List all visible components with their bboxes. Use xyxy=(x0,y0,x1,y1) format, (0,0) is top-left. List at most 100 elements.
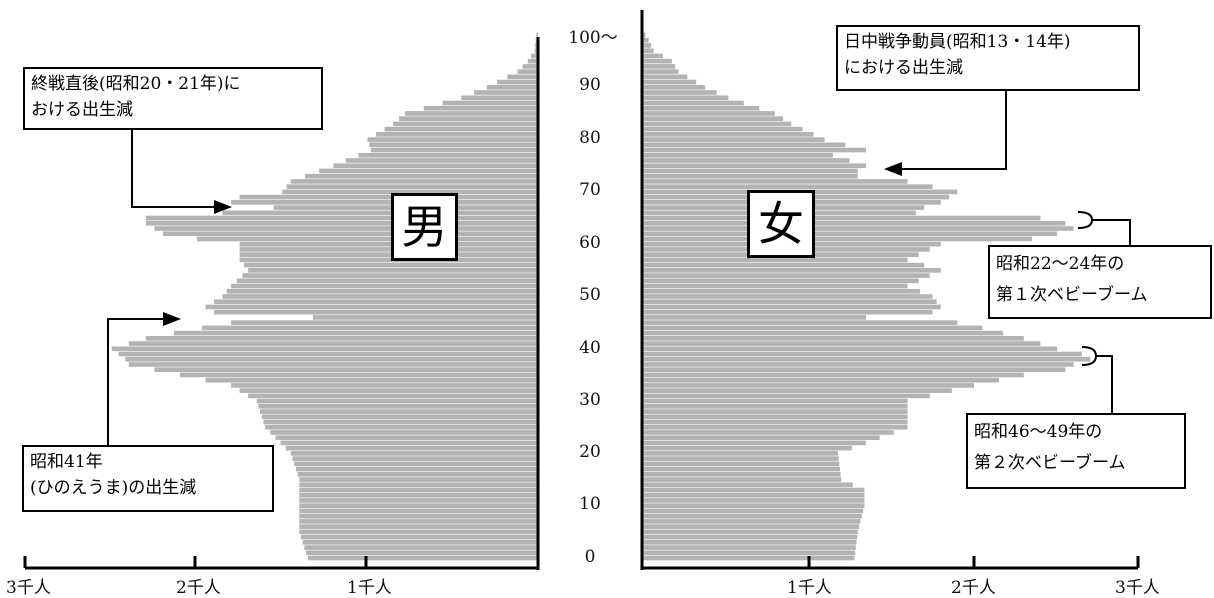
annotation-wartime: 日中戦争動員(昭和13・14年) における出生減 xyxy=(836,25,1140,91)
male-bar-age-81 xyxy=(376,132,538,137)
female-bar-age-44 xyxy=(642,325,983,331)
male-bar-age-61 xyxy=(197,236,538,242)
female-bar-age-42 xyxy=(642,336,1024,341)
male-bar-age-43 xyxy=(173,330,539,336)
female-bar-age-17 xyxy=(642,466,840,472)
female-bar-age-50 xyxy=(642,294,933,299)
female-bar-age-8 xyxy=(642,513,862,519)
female-bar-age-35 xyxy=(642,372,1024,378)
male-bar-age-52 xyxy=(231,283,538,289)
male-bar-age-83 xyxy=(393,121,538,127)
age-tick-label: 60 xyxy=(579,233,601,253)
age-tick-label: 80 xyxy=(579,128,601,148)
female-axis-label-3k: 3千人 xyxy=(1115,578,1160,598)
female-bar-age-91 xyxy=(642,79,697,85)
age-tick-label: 100〜 xyxy=(568,28,618,48)
female-bar-age-97 xyxy=(642,48,654,54)
male-bar-age-26 xyxy=(263,419,538,425)
male-bar-age-0 xyxy=(307,555,538,561)
female-bar-age-51 xyxy=(642,288,921,294)
bracket-boom2 xyxy=(1081,346,1113,413)
age-tick-label: 0 xyxy=(584,547,596,567)
female-bar-age-94 xyxy=(642,64,676,69)
male-bar-age-79 xyxy=(369,142,538,148)
bracket-boom1 xyxy=(1077,211,1131,245)
female-bar-age-36 xyxy=(642,367,1066,373)
male-bar-age-27 xyxy=(261,414,538,420)
female-bar-age-92 xyxy=(642,74,688,80)
male-bar-age-64 xyxy=(145,220,538,226)
female-bar-age-3 xyxy=(642,539,857,545)
male-bar-age-55 xyxy=(248,268,538,273)
male-bar-age-5 xyxy=(299,529,538,535)
female-bar-age-4 xyxy=(642,534,858,540)
female-bar-age-12 xyxy=(642,492,865,498)
male-axis-label-3k: 3千人 xyxy=(6,578,51,598)
male-bar-age-80 xyxy=(367,137,538,142)
female-bar-age-23 xyxy=(642,435,880,441)
male-bar-age-14 xyxy=(299,482,538,488)
female-bar-age-98 xyxy=(642,43,652,48)
female-bar-age-48 xyxy=(642,304,941,310)
female-bar-age-87 xyxy=(642,100,744,106)
annotation-wartime-line2: における出生減 xyxy=(844,58,963,78)
male-bar-age-19 xyxy=(292,456,538,461)
male-bar-age-54 xyxy=(242,273,538,278)
age-tick-label: 40 xyxy=(579,338,601,358)
male-bar-age-84 xyxy=(399,116,538,121)
male-axis-label-1k: 1千人 xyxy=(347,578,392,598)
female-bar-age-16 xyxy=(642,472,841,477)
male-bar-age-29 xyxy=(258,404,538,409)
female-bar-age-11 xyxy=(642,498,865,503)
female-bar-age-33 xyxy=(642,383,974,388)
annotation-boom2-line1: 昭和46〜49年の xyxy=(974,422,1103,442)
female-bar-age-64 xyxy=(642,220,1066,226)
annotation-postwar-line2: おける出生減 xyxy=(31,100,133,120)
female-bar-age-0 xyxy=(642,555,855,561)
male-bar-age-12 xyxy=(299,492,538,498)
male-bar-age-47 xyxy=(214,309,539,315)
male-bar-age-35 xyxy=(179,372,538,378)
male-bar-age-45 xyxy=(231,320,538,325)
male-bar-age-38 xyxy=(125,356,538,362)
male-bar-age-86 xyxy=(423,105,538,111)
female-bar-age-28 xyxy=(642,409,908,414)
female-label-box: 女 xyxy=(747,190,815,258)
annotation-boom2-line2: 第２次ベビーブーム xyxy=(974,453,1126,473)
male-bar-age-63 xyxy=(154,226,538,231)
female-bar-age-61 xyxy=(642,236,1033,242)
male-bar-age-72 xyxy=(290,179,538,184)
male-bar-age-7 xyxy=(299,519,538,524)
female-bar-age-20 xyxy=(642,451,838,456)
male-bar-age-48 xyxy=(205,304,538,310)
male-bar-age-51 xyxy=(226,288,538,294)
female-bar-age-18 xyxy=(642,461,840,467)
male-bar-age-96 xyxy=(531,53,538,59)
female-bar-age-26 xyxy=(642,419,908,425)
female-bar-age-6 xyxy=(642,524,860,529)
male-bar-age-42 xyxy=(145,336,538,341)
male-bar-age-2 xyxy=(304,545,538,550)
female-bar-age-62 xyxy=(642,231,1057,237)
male-bar-age-71 xyxy=(286,184,538,189)
female-bar-age-53 xyxy=(642,278,919,284)
age-tick-label: 90 xyxy=(579,75,601,95)
male-bar-age-6 xyxy=(299,524,538,529)
annotation-hinoeuma-line2: (ひのえうま)の出生減 xyxy=(30,478,197,498)
male-bar-age-28 xyxy=(260,409,538,414)
female-bar-age-96 xyxy=(642,53,663,59)
female-bar-age-74 xyxy=(642,168,858,174)
male-bar-age-8 xyxy=(299,513,538,519)
annotation-postwar: 終戦直後(昭和20・21年)に おける出生減 xyxy=(23,67,323,130)
male-bar-age-65 xyxy=(145,215,538,221)
male-bar-age-58 xyxy=(239,252,538,257)
female-bar-age-76 xyxy=(642,158,850,163)
female-bar-age-29 xyxy=(642,404,908,409)
male-bar-age-66 xyxy=(222,210,538,216)
female-bar-age-1 xyxy=(642,550,856,556)
female-bar-age-24 xyxy=(642,430,894,435)
male-bar-age-69 xyxy=(239,194,538,200)
female-bar-age-34 xyxy=(642,377,999,383)
female-bar-age-57 xyxy=(642,257,908,263)
male-bar-age-13 xyxy=(299,487,538,493)
